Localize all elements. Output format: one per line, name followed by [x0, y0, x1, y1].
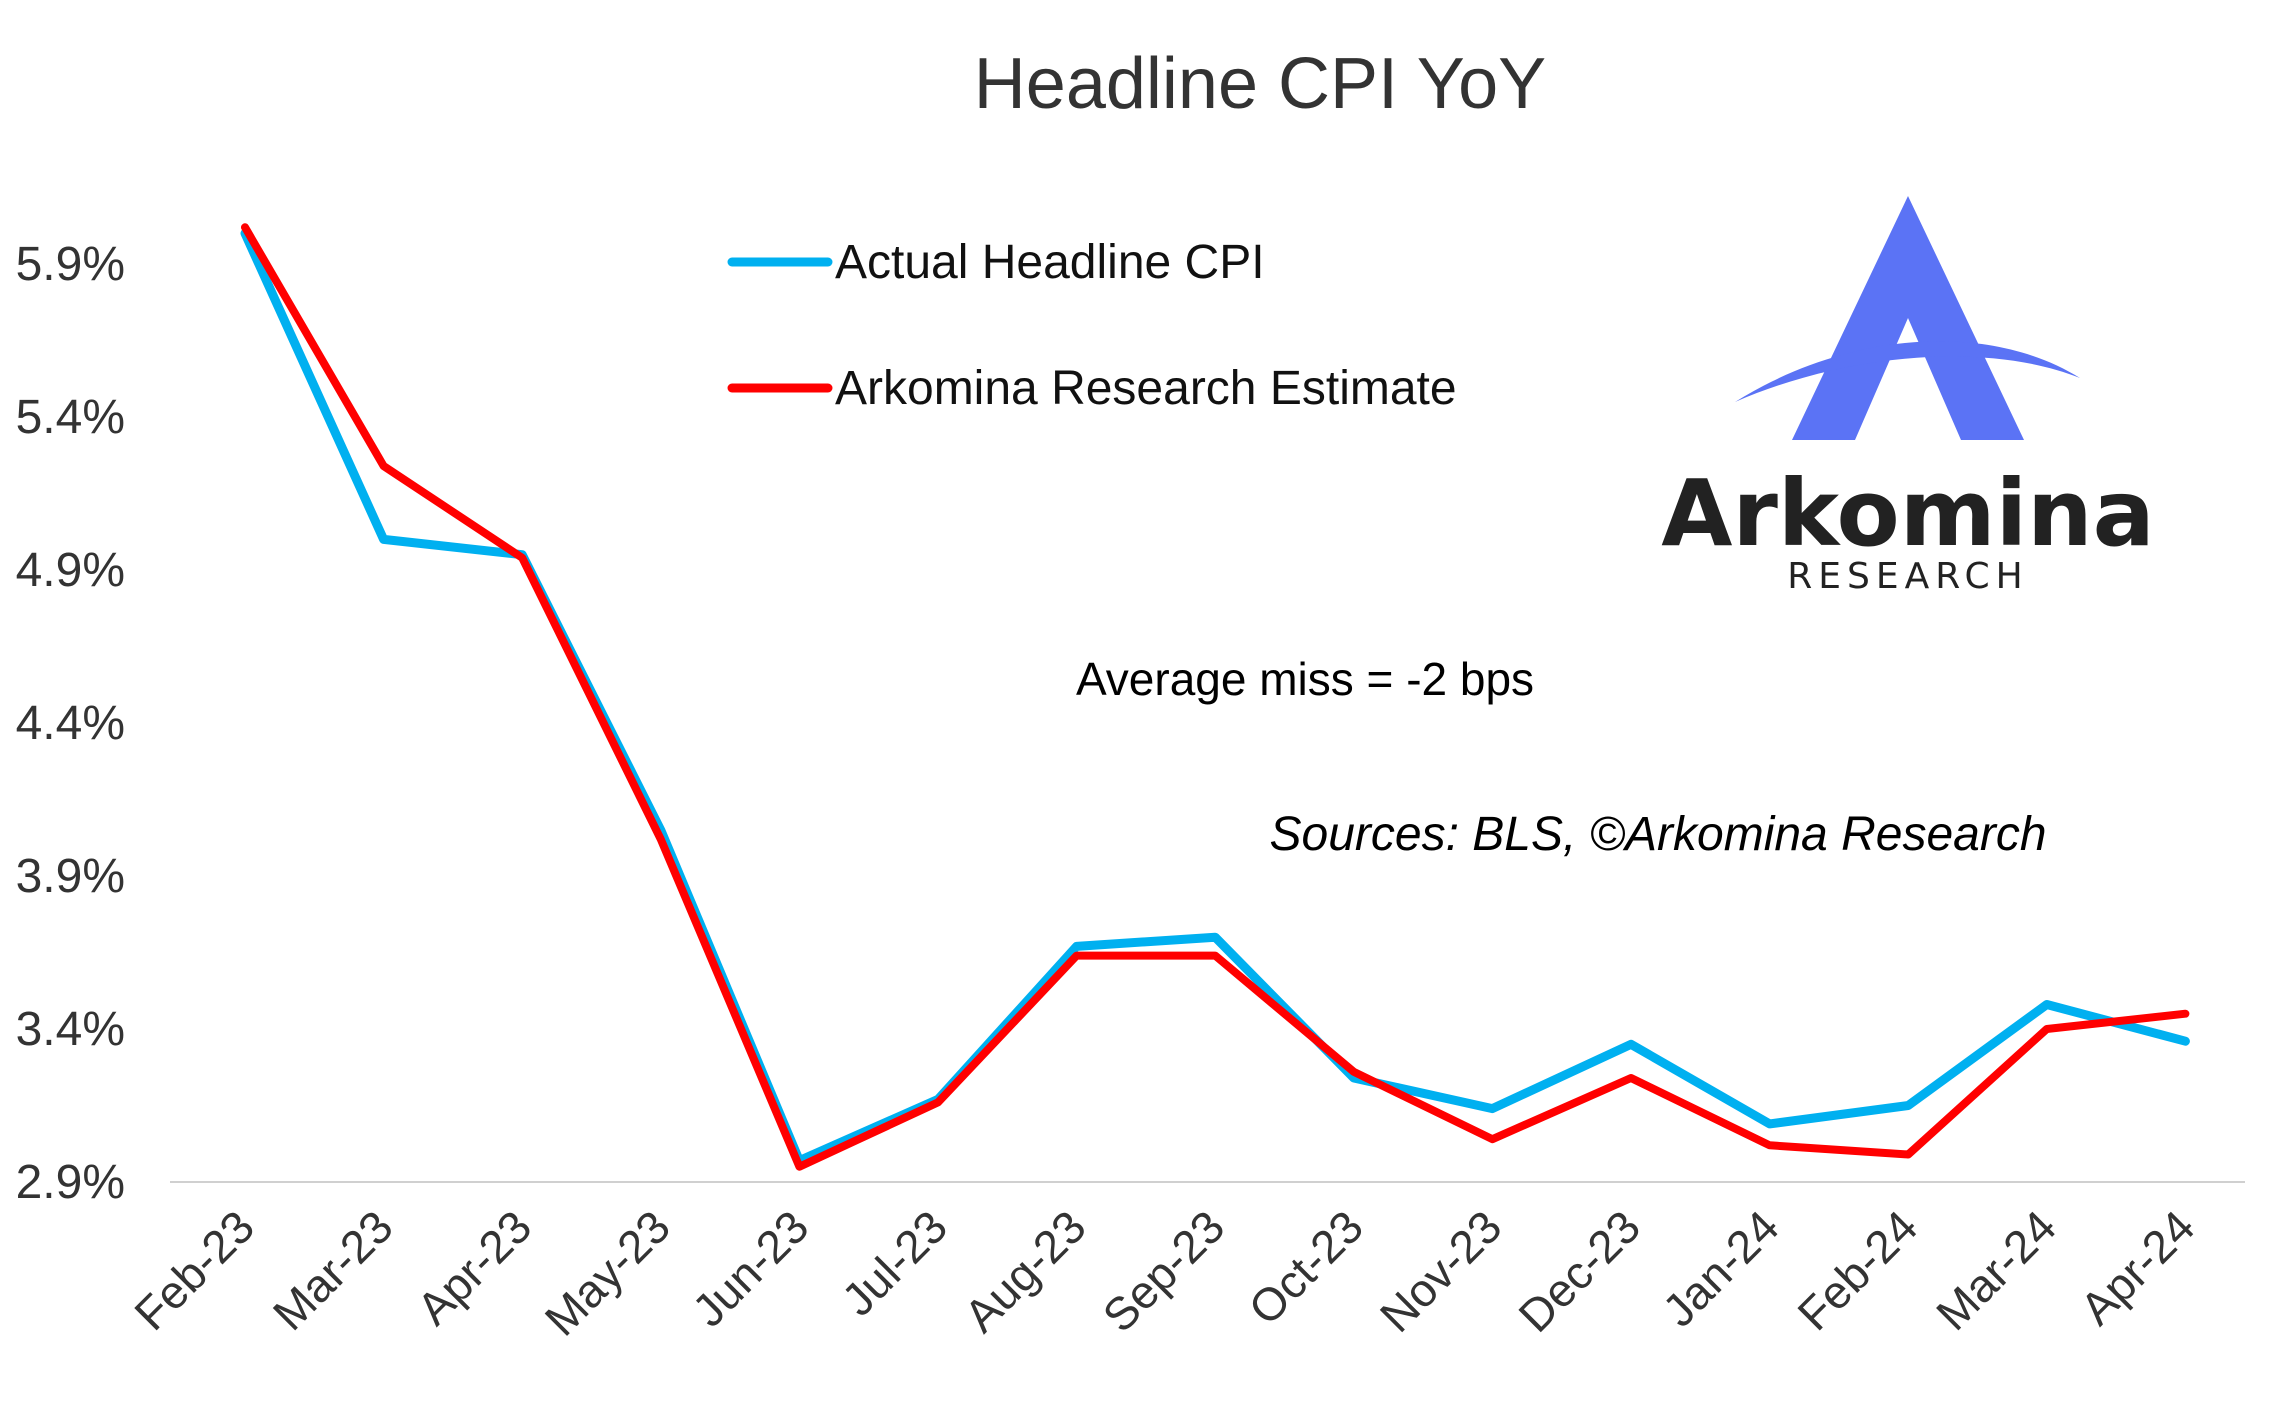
- average-miss-annotation: Average miss = -2 bps: [1076, 653, 1534, 705]
- x-tick-label: May-23: [535, 1200, 680, 1345]
- x-tick-label: Sep-23: [1093, 1200, 1235, 1342]
- x-tick-label: Jan-24: [1652, 1200, 1788, 1336]
- y-tick-label: 2.9%: [16, 1156, 125, 1209]
- series-layer: [240, 223, 2190, 1171]
- sources-annotation: Sources: BLS, ©Arkomina Research: [1269, 808, 2046, 861]
- y-axis: 2.9% 3.4% 3.9% 4.4% 4.9% 5.4% 5.9%: [16, 238, 125, 1209]
- x-tick-label: Jun-23: [682, 1200, 818, 1336]
- y-tick-label: 5.4%: [16, 391, 125, 444]
- x-tick-label: Dec-23: [1508, 1200, 1650, 1342]
- logo-arc: [1735, 341, 2080, 402]
- y-tick-label: 4.4%: [16, 697, 125, 750]
- x-tick-label: Apr-23: [407, 1200, 541, 1334]
- x-tick-label: Nov-23: [1370, 1200, 1512, 1342]
- x-tick-label: Jul-23: [832, 1200, 957, 1325]
- logo-subtitle: RESEARCH: [1787, 556, 2028, 597]
- x-tick-label: Feb-23: [124, 1200, 264, 1340]
- x-tick-label: Oct-23: [1238, 1200, 1372, 1334]
- x-tick-label: Mar-23: [263, 1200, 403, 1340]
- x-tick-label: Feb-24: [1787, 1200, 1927, 1340]
- legend-label-actual: Actual Headline CPI: [835, 236, 1265, 289]
- x-tick-label: Mar-24: [1926, 1200, 2066, 1340]
- series-line-estimate: [241, 223, 2190, 1171]
- y-tick-label: 3.4%: [16, 1003, 125, 1056]
- y-tick-label: 4.9%: [16, 544, 125, 597]
- logo-wordmark: Arkomina: [1661, 460, 2154, 567]
- arkomina-logo: Arkomina RESEARCH: [1661, 196, 2155, 597]
- y-tick-label: 3.9%: [16, 850, 125, 903]
- y-tick-label: 5.9%: [16, 238, 125, 291]
- x-tick-label: Apr-24: [2070, 1200, 2204, 1334]
- legend: Actual Headline CPI Arkomina Research Es…: [727, 236, 1457, 415]
- x-tick-label: Aug-23: [954, 1200, 1096, 1342]
- logo-a-mark: [1792, 196, 2024, 440]
- legend-label-estimate: Arkomina Research Estimate: [835, 362, 1457, 415]
- chart-title: Headline CPI YoY: [974, 44, 1546, 124]
